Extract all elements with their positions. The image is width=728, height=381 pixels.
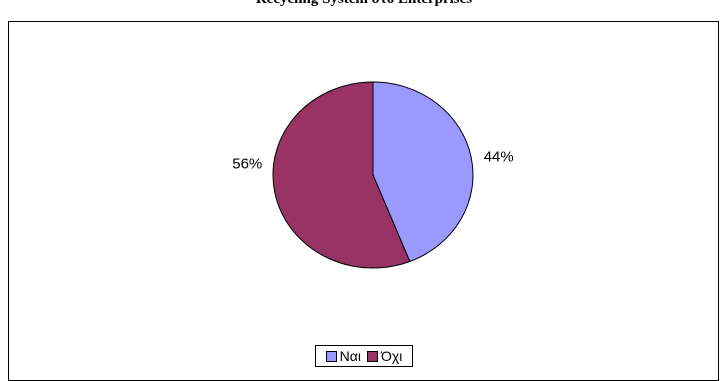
chart-legend: Ναι Όχι xyxy=(315,345,413,367)
pie-chart: 44% 56% xyxy=(232,81,514,269)
legend-label-yes: Ναι xyxy=(339,348,361,364)
legend-item-no: Όχι xyxy=(367,348,402,364)
pie-slice-0 xyxy=(372,81,474,263)
slice-label-0: 44% xyxy=(484,149,514,166)
chart-title: Recycling System στο Enterprises xyxy=(0,0,728,8)
legend-label-no: Όχι xyxy=(381,348,403,364)
legend-item-yes: Ναι xyxy=(325,348,361,364)
pie-slice-1 xyxy=(272,81,411,269)
legend-swatch-no xyxy=(367,350,378,362)
legend-swatch-yes xyxy=(325,350,337,362)
slice-label-1: 56% xyxy=(232,155,262,172)
